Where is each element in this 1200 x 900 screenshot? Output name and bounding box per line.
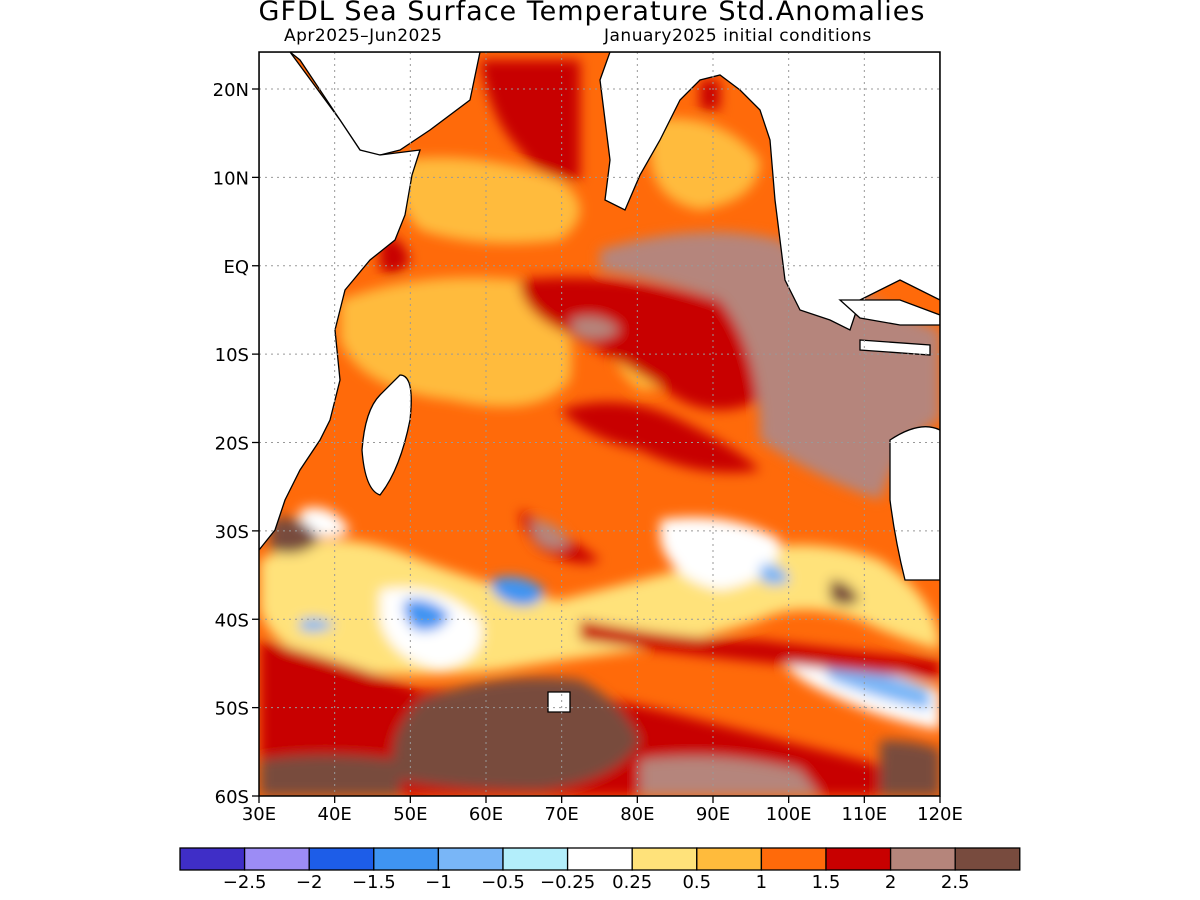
colorbar-swatch <box>502 847 569 871</box>
map-title: GFDL Sea Surface Temperature Std.Anomali… <box>258 0 926 27</box>
lon-tick-label: 70E <box>545 804 579 825</box>
colorbar-swatch <box>696 847 763 871</box>
colorbar-swatch <box>889 847 956 871</box>
colorbar-label: 1 <box>755 872 768 893</box>
lon-tick-label: 80E <box>620 804 654 825</box>
colorbar-label: −2.5 <box>222 872 267 893</box>
lon-tick-label: 90E <box>696 804 730 825</box>
initial-conditions-subtitle: January2025 initial conditions <box>604 26 872 46</box>
colorbar-label: −1 <box>425 872 452 893</box>
colorbar-label: 0.25 <box>612 872 653 893</box>
colorbar-swatch <box>179 847 246 871</box>
colorbar <box>179 847 1021 871</box>
colorbar-swatch <box>631 847 698 871</box>
colorbar-label: −2 <box>295 872 323 893</box>
lat-tick-label: 50S <box>215 699 249 720</box>
colorbar-swatch <box>954 847 1021 871</box>
lat-tick-label: 60S <box>215 787 249 808</box>
colorbar-swatch <box>566 847 633 871</box>
period-subtitle: Apr2025–Jun2025 <box>284 26 443 46</box>
lon-tick-label: 40E <box>318 804 352 825</box>
colorbar-label: −0.25 <box>540 872 596 893</box>
colorbar-label: 2 <box>884 872 897 893</box>
colorbar-swatch <box>373 847 440 871</box>
lat-tick-label: 20S <box>215 434 249 455</box>
colorbar-label: −0.5 <box>481 872 525 893</box>
lon-tick-label: 60E <box>469 804 503 825</box>
lat-tick-label: 20N <box>213 80 249 101</box>
colorbar-label: 1.5 <box>811 872 841 893</box>
coastlines <box>259 52 940 713</box>
colorbar-label: 2.5 <box>940 872 970 893</box>
colorbar-label: 0.5 <box>682 872 712 893</box>
colorbar-swatch <box>243 847 310 871</box>
lon-tick-label: 30E <box>242 804 276 825</box>
lon-tick-label: 110E <box>841 804 887 825</box>
plot-frame <box>258 51 941 797</box>
lat-lon-grid <box>259 52 940 796</box>
colorbar-swatch <box>308 847 375 871</box>
lon-tick-label: 50E <box>393 804 427 825</box>
lat-tick-label: 10N <box>213 168 249 189</box>
lat-tick-label: EQ <box>223 257 249 278</box>
lat-tick-label: 40S <box>215 610 249 631</box>
colorbar-swatch <box>437 847 504 871</box>
colorbar-label: −1.5 <box>351 872 396 893</box>
colorbar-swatch <box>825 847 892 871</box>
lon-tick-label: 100E <box>766 804 812 825</box>
lat-tick-label: 10S <box>215 345 249 366</box>
colorbar-swatch <box>760 847 827 871</box>
lat-tick-label: 30S <box>215 522 249 543</box>
lon-tick-label: 120E <box>917 804 963 825</box>
